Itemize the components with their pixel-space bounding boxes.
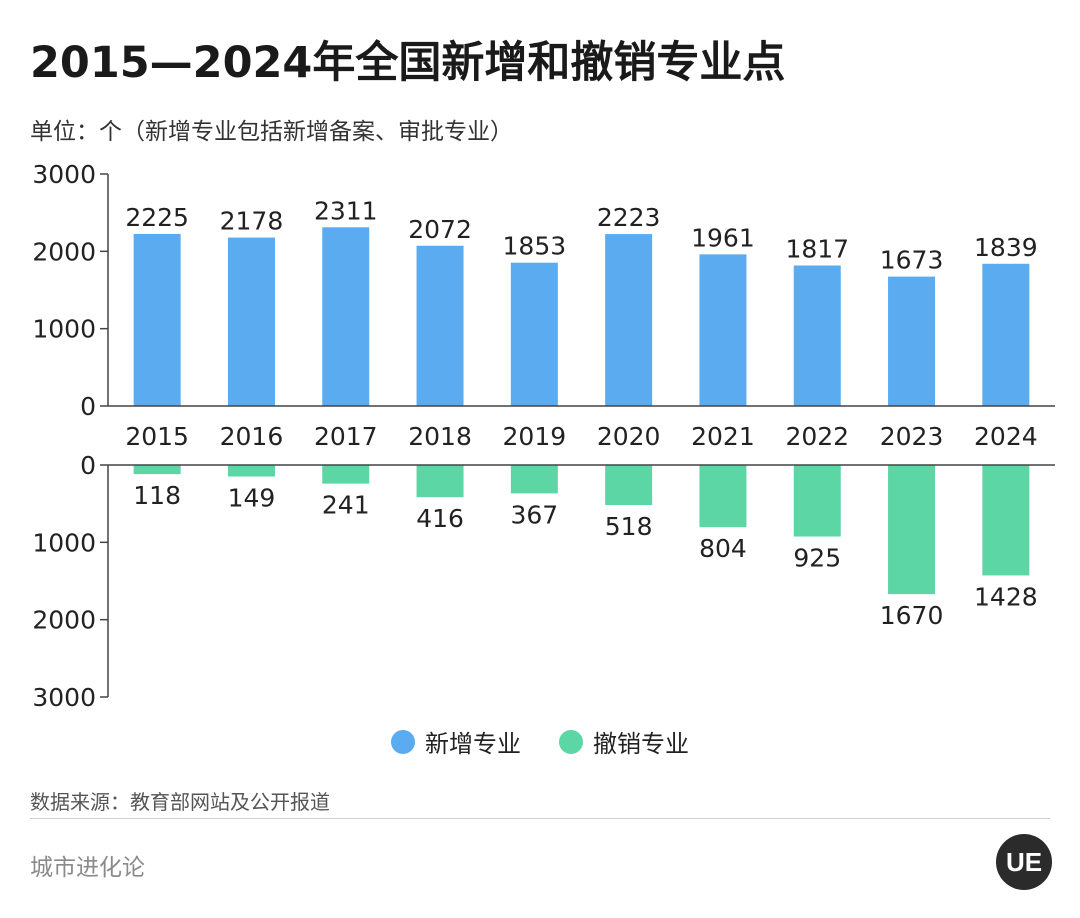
bar-removed <box>793 465 841 537</box>
bar-removed <box>888 465 936 595</box>
bar-removed <box>133 465 181 475</box>
x-tick-label: 2020 <box>597 422 661 451</box>
bar-added <box>227 237 275 406</box>
bar-added <box>982 263 1030 406</box>
data-label-added: 2178 <box>220 207 284 236</box>
data-label-removed: 367 <box>510 500 558 529</box>
legend: 新增专业 撤销专业 <box>0 724 1080 759</box>
data-label-added: 2223 <box>597 203 661 232</box>
legend-item-removed: 撤销专业 <box>559 724 689 759</box>
x-tick-label: 2023 <box>880 422 944 451</box>
data-label-removed: 241 <box>322 491 370 520</box>
data-label-removed: 1428 <box>974 582 1038 611</box>
data-label-added: 1839 <box>974 233 1038 262</box>
chart-title: 2015—2024年全国新增和撤销专业点 <box>30 38 786 88</box>
data-label-removed: 518 <box>605 512 653 541</box>
legend-dot-added <box>391 729 415 754</box>
bar-removed <box>605 465 653 506</box>
bar-added <box>510 262 558 406</box>
data-label-removed: 1670 <box>880 601 944 630</box>
bar-removed <box>416 465 464 498</box>
y-tick-label-top: 3000 <box>32 160 96 189</box>
legend-item-added: 新增专业 <box>391 724 521 759</box>
legend-dot-removed <box>559 729 583 754</box>
data-label-added: 2311 <box>314 196 378 225</box>
bar-removed <box>699 465 747 528</box>
bar-added <box>699 254 747 406</box>
data-label-added: 1961 <box>691 223 755 252</box>
bar-added <box>322 227 370 406</box>
y-tick-label-bottom: 0 <box>80 451 96 480</box>
data-label-added: 2225 <box>125 203 189 232</box>
x-tick-label: 2018 <box>408 422 472 451</box>
x-tick-label: 2015 <box>125 422 189 451</box>
data-source: 数据来源：教育部网站及公开报道 <box>30 790 330 814</box>
brand-name: 城市进化论 <box>30 855 145 881</box>
data-label-added: 1673 <box>880 246 944 275</box>
bar-added <box>416 245 464 406</box>
data-label-added: 2072 <box>408 215 472 244</box>
bar-added <box>888 276 936 406</box>
legend-label-removed: 撤销专业 <box>593 730 689 758</box>
data-label-added: 1853 <box>503 232 567 261</box>
x-tick-label: 2019 <box>503 422 567 451</box>
x-tick-label: 2021 <box>691 422 755 451</box>
bar-removed <box>510 465 558 494</box>
y-tick-label-top: 1000 <box>32 315 96 344</box>
y-tick-label-top: 0 <box>80 392 96 421</box>
y-tick-label-bottom: 3000 <box>32 683 96 712</box>
logo-text: UE <box>1006 847 1042 877</box>
unit-note: 单位：个（新增专业包括新增备案、审批专业） <box>30 119 513 145</box>
bar-added <box>133 233 181 406</box>
brand-logo: UE <box>996 834 1052 890</box>
footer-divider <box>30 818 1050 819</box>
x-tick-label: 2017 <box>314 422 378 451</box>
bar-removed <box>227 465 275 477</box>
data-label-removed: 149 <box>228 484 276 513</box>
y-tick-label-bottom: 2000 <box>32 606 96 635</box>
data-label-removed: 925 <box>793 544 841 573</box>
y-tick-label-top: 2000 <box>32 237 96 266</box>
x-tick-label: 2022 <box>785 422 849 451</box>
bar-removed <box>982 465 1030 576</box>
bar-removed <box>322 465 370 484</box>
x-tick-label: 2016 <box>220 422 284 451</box>
data-label-added: 1817 <box>785 234 849 263</box>
legend-label-added: 新增专业 <box>425 730 521 758</box>
data-label-removed: 416 <box>416 504 464 533</box>
data-label-removed: 804 <box>699 534 747 563</box>
y-tick-label-bottom: 1000 <box>32 528 96 557</box>
ue-logo-icon: UE <box>1006 847 1042 877</box>
data-label-removed: 118 <box>133 481 181 510</box>
bar-added <box>605 234 653 406</box>
x-tick-label: 2024 <box>974 422 1038 451</box>
bar-added <box>793 265 841 406</box>
